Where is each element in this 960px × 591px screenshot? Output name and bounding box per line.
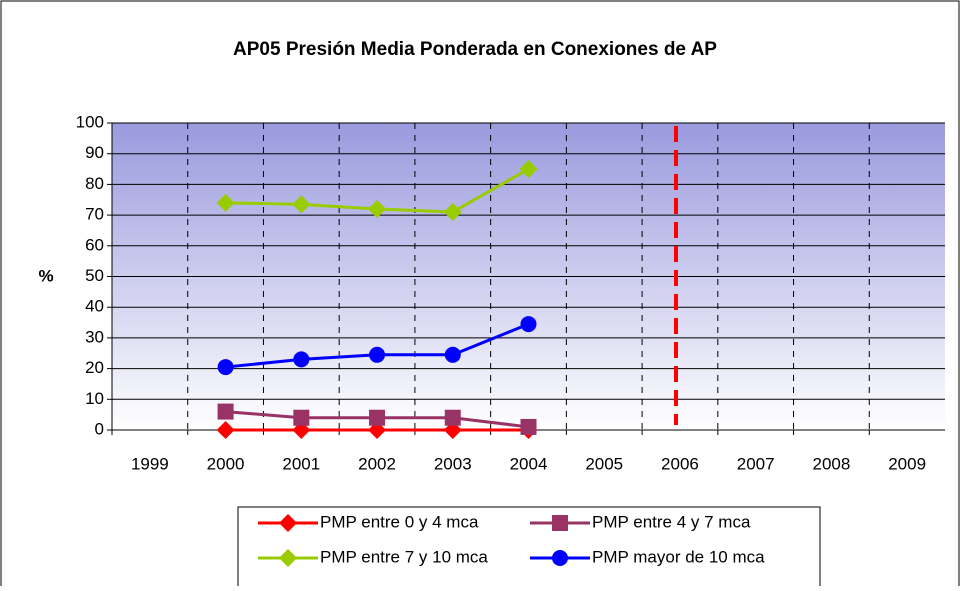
x-tick-label: 2002 [358,454,396,473]
marker [369,346,386,363]
marker [279,514,297,532]
x-tick-label: 2004 [510,454,548,473]
legend [237,506,821,591]
y-tick-label: 100 [76,112,104,131]
legend-label: PMP entre 0 y 4 mca [320,512,479,531]
marker [520,316,537,333]
x-tick-label: 2008 [812,454,850,473]
marker [216,421,235,439]
marker [552,550,568,566]
x-tick-label: 2001 [282,454,320,473]
legend-label: PMP entre 4 y 7 mca [592,512,751,531]
marker [443,203,462,222]
x-tick-label: 2005 [585,454,623,473]
x-tick-label: 1999 [131,454,169,473]
marker [369,409,386,426]
y-tick-label: 0 [95,419,104,438]
chart-title: AP05 Presión Media Ponderada en Conexion… [233,39,717,60]
x-tick-label: 2009 [888,454,926,473]
legend-label: PMP mayor de 10 mca [592,547,765,566]
marker [217,403,234,420]
marker [216,193,235,212]
y-tick-label: 30 [85,327,104,346]
marker [279,549,297,567]
marker [444,409,461,426]
marker [444,346,461,363]
marker [293,409,310,426]
marker [520,418,537,435]
marker [217,359,234,376]
y-axis-label: % [38,266,53,285]
x-tick-label: 2000 [207,454,245,473]
y-tick-label: 80 [85,174,104,193]
marker [552,515,568,531]
y-tick-label: 70 [85,205,104,224]
x-tick-label: 2006 [661,454,699,473]
y-tick-label: 20 [85,358,104,377]
marker [293,351,310,368]
x-tick-label: 2007 [737,454,775,473]
y-tick-label: 50 [85,266,104,285]
y-tick-label: 10 [85,389,104,408]
marker [519,160,538,179]
marker [368,199,387,218]
y-tick-label: 90 [85,143,104,162]
x-tick-label: 2003 [434,454,472,473]
y-tick-label: 60 [85,235,104,254]
legend-label: PMP entre 7 y 10 mca [320,547,488,566]
marker [292,195,311,214]
y-tick-label: 40 [85,297,104,316]
